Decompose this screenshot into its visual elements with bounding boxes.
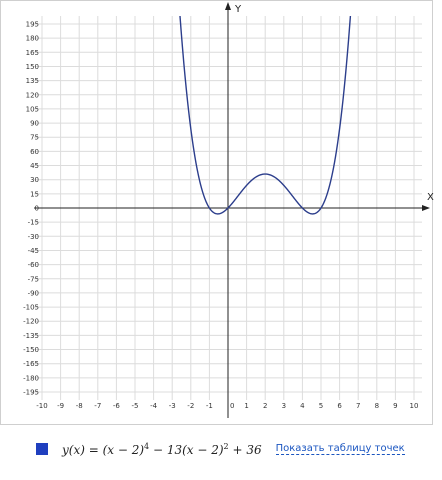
y-tick-label: 150: [26, 63, 39, 71]
y-tick-label: -45: [28, 247, 39, 255]
x-tick-label: -2: [187, 402, 194, 410]
y-tick-label: 120: [26, 91, 39, 99]
y-tick-label: -105: [23, 304, 39, 312]
x-tick-label: -8: [76, 402, 83, 410]
x-tick-label: -3: [169, 402, 176, 410]
x-tick-label: -9: [57, 402, 64, 410]
y-tick-label: 75: [30, 134, 39, 142]
y-tick-label: 195: [26, 21, 39, 29]
x-tick-label: -1: [206, 402, 213, 410]
x-tick-label: -10: [36, 402, 47, 410]
y-tick-label: 135: [26, 77, 39, 85]
y-tick-label: -90: [28, 289, 39, 297]
show-points-table-link[interactable]: Показать таблицу точек: [275, 443, 405, 455]
formula-exponent: 2: [223, 441, 229, 451]
y-tick-label: -60: [28, 261, 39, 269]
x-tick-label: 3: [282, 402, 286, 410]
x-tick-label: 4: [300, 402, 305, 410]
series-layer: [179, 16, 352, 215]
formula-part: y(x) = (x − 2): [62, 442, 145, 457]
formula-exponent: 4: [144, 441, 150, 451]
y-axis-arrow: [225, 2, 231, 10]
x-tick-label: 8: [375, 402, 379, 410]
formula-part: + 36: [228, 442, 262, 457]
y-tick-label: -15: [28, 219, 39, 227]
y-tick-label: -120: [23, 318, 39, 326]
y-tick-label: -30: [28, 233, 39, 241]
y-tick-label: 165: [26, 49, 39, 57]
y-tick-label: 15: [30, 190, 39, 198]
x-tick-label: 9: [393, 402, 397, 410]
x-tick-label: -7: [94, 402, 101, 410]
legend-swatch: [36, 443, 48, 455]
y-tick-label: -135: [23, 332, 39, 340]
y-tick-label: 90: [30, 120, 39, 128]
x-tick-label: 2: [263, 402, 267, 410]
y-axis-label: Y: [234, 4, 242, 15]
x-tick-label: 5: [319, 402, 323, 410]
y-tick-label: -75: [28, 275, 39, 283]
formula-part: − 13(x − 2): [149, 442, 224, 457]
x-tick-label: 6: [337, 402, 342, 410]
tick-labels: -10 -9 -8 -7 -6 -5 -4 -3 -2 -1 0 1 2 3 4 5 6 7 8 9 101951801…: [23, 21, 418, 411]
x-tick-label: -5: [132, 402, 139, 410]
x-tick-label: 10: [410, 402, 419, 410]
x-tick-label: -4: [150, 402, 158, 410]
x-tick-label: -6: [113, 402, 121, 410]
function-curve: [179, 16, 352, 215]
function-graph: -10 -9 -8 -7 -6 -5 -4 -3 -2 -1 0 1 2 3 4 5 6 7 8 9 101951801…: [0, 0, 434, 425]
x-axis-label: X: [427, 192, 434, 203]
y-tick-label: -195: [23, 389, 39, 397]
y-tick-label: 105: [26, 105, 39, 113]
y-tick-label: -150: [23, 346, 39, 354]
y-tick-label: 60: [30, 148, 39, 156]
x-axis-arrow: [422, 205, 430, 211]
x-tick-label: 1: [244, 402, 248, 410]
y-tick-label: 30: [30, 176, 39, 184]
y-tick-label: -165: [23, 360, 39, 368]
plot-frame: [0, 0, 433, 425]
legend: y(x) = (x − 2)4 − 13(x − 2)2 + 36 Показа…: [36, 440, 405, 458]
axes: XY: [34, 2, 434, 418]
y-tick-label: 45: [30, 162, 39, 170]
y-tick-label: -180: [23, 374, 39, 382]
x-tick-label: 0: [230, 402, 234, 410]
y-tick-label: 180: [26, 35, 39, 43]
x-tick-label: 7: [356, 402, 360, 410]
legend-formula: y(x) = (x − 2)4 − 13(x − 2)2 + 36: [62, 442, 262, 457]
